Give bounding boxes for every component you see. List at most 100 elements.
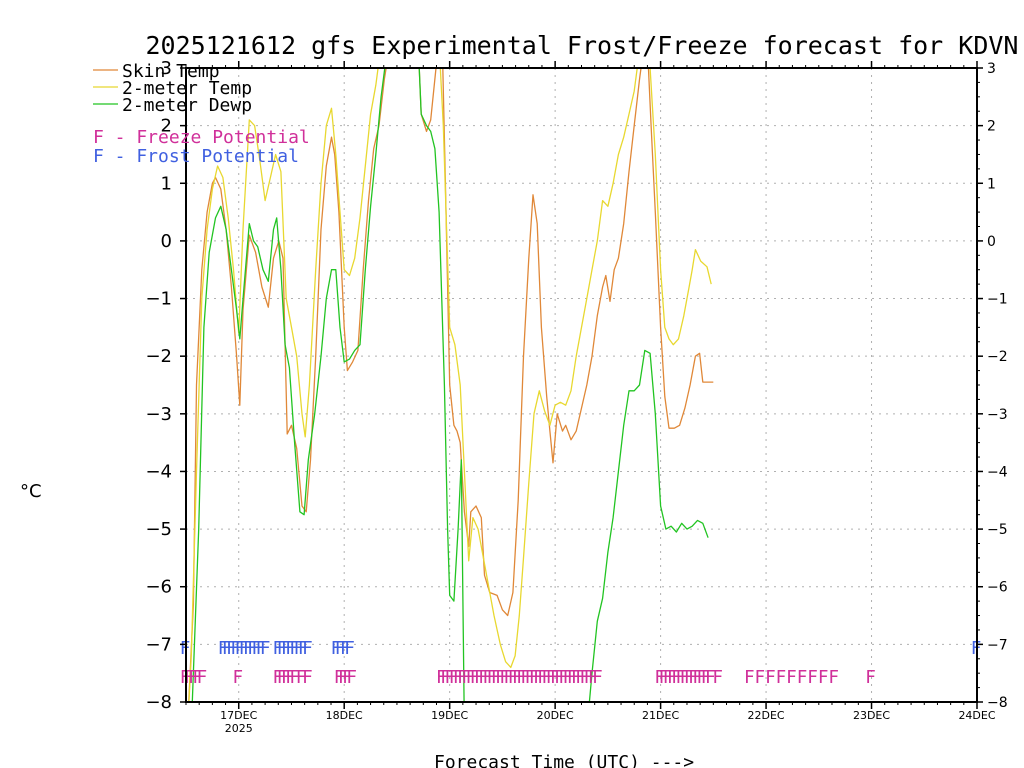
frost-marker: F [247, 638, 257, 659]
freeze-marker: F [184, 667, 194, 688]
freeze-marker: F [655, 667, 665, 688]
freeze-marker: F [592, 667, 602, 688]
freeze-marker: F [550, 667, 560, 688]
freeze-marker: F [508, 667, 518, 688]
freeze-marker: F [659, 667, 669, 688]
freeze-marker: F [563, 667, 573, 688]
freeze-marker: F [466, 667, 476, 688]
frost-marker: F [226, 638, 236, 659]
y-tick-label-right: −6 [987, 580, 1008, 596]
y-tick-label-right: −4 [987, 464, 1008, 480]
x-tick-sublabel: 2025 [225, 722, 253, 735]
x-tick-label: 18DEC [326, 709, 363, 722]
freeze-marker: F [797, 667, 807, 688]
freeze-marker: F [296, 667, 306, 688]
x-tick-label: 23DEC [853, 709, 890, 722]
freeze-marker: F [705, 667, 715, 688]
freeze-marker: F [491, 667, 501, 688]
freeze-marker: F [554, 667, 564, 688]
freeze-marker: F [808, 667, 818, 688]
frost-marker: F [235, 638, 245, 659]
freeze-marker: F [285, 667, 295, 688]
y-tick-label-left: −5 [145, 519, 172, 540]
freeze-marker: F [521, 667, 531, 688]
freeze-marker: F [866, 667, 876, 688]
freeze-marker: F [500, 667, 510, 688]
grid-lines [186, 68, 977, 702]
frost-marker: F [239, 638, 249, 659]
freeze-marker: F [580, 667, 590, 688]
y-tick-label-right: −1 [987, 292, 1008, 308]
freeze-marker: F [744, 667, 754, 688]
y-tick-label-right: 1 [987, 176, 996, 192]
y-tick-label-left: 1 [161, 173, 172, 194]
y-tick-label-left: 3 [161, 58, 172, 79]
frost-marker: F [340, 638, 350, 659]
freeze-marker: F [576, 667, 586, 688]
freeze-marker: F [584, 667, 594, 688]
legend-dewp-label: 2-meter Dewp [122, 95, 252, 116]
freeze-marker: F [474, 667, 484, 688]
x-tick-label: 24DEC [958, 709, 995, 722]
x-tick-label: 19DEC [431, 709, 468, 722]
frost-marker: F [256, 638, 266, 659]
frost-marker: F [331, 638, 341, 659]
freeze-marker: F [302, 667, 312, 688]
y-tick-label-left: −2 [145, 346, 172, 367]
frost-marker: F [222, 638, 232, 659]
frost-marker: F [285, 638, 295, 659]
freeze-marker: F [546, 667, 556, 688]
freeze-marker: F [529, 667, 539, 688]
y-tick-label-right: −5 [987, 522, 1008, 538]
legend-freeze-label: F - Freeze Potential [93, 127, 310, 148]
series-lines [188, 68, 714, 702]
freeze-marker: F [436, 667, 446, 688]
frost-marker: F [260, 638, 270, 659]
y-tick-label-left: 0 [161, 231, 172, 252]
freeze-marker: F [478, 667, 488, 688]
frost-marker: F [273, 638, 283, 659]
y-tick-label-right: 3 [987, 61, 996, 77]
freeze-marker: F [453, 667, 463, 688]
y-tick-label-left: −1 [145, 289, 172, 310]
freeze-marker: F [347, 667, 357, 688]
freeze-marker: F [462, 667, 472, 688]
freeze-marker: F [525, 667, 535, 688]
freeze-marker: F [701, 667, 711, 688]
freeze-marker: F [504, 667, 514, 688]
frost-marker: F [277, 638, 287, 659]
freeze-marker: F [829, 667, 839, 688]
y-tick-label-left: −8 [145, 692, 172, 713]
freeze-marker: F [495, 667, 505, 688]
freeze-marker: F [290, 667, 300, 688]
freeze-marker: F [512, 667, 522, 688]
legend-frost-label: F - Frost Potential [93, 146, 299, 167]
freeze-marker: F [713, 667, 723, 688]
x-tick-label: 17DEC [220, 709, 257, 722]
frost-marker: F [252, 638, 262, 659]
y-tick-label-right: −7 [987, 637, 1008, 653]
freeze-marker: F [516, 667, 526, 688]
freeze-marker: F [542, 667, 552, 688]
freeze-marker: F [487, 667, 497, 688]
y-tick-label-right: 0 [987, 234, 996, 250]
freeze-marker: F [818, 667, 828, 688]
frost-marker: F [231, 638, 241, 659]
freeze-marker: F [233, 667, 243, 688]
y-tick-label-left: 2 [161, 116, 172, 137]
frost-marker: F [294, 638, 304, 659]
legend: Skin Temp 2-meter Temp 2-meter Dewp F - … [93, 61, 310, 167]
freeze-marker: F [676, 667, 686, 688]
freeze-marker: F [693, 667, 703, 688]
frost-marker: F [302, 638, 312, 659]
freeze-marker: F [671, 667, 681, 688]
frost-marker: F [335, 638, 345, 659]
freeze-marker: F [441, 667, 451, 688]
frost-marker: F [298, 638, 308, 659]
chart-title: 2025121612 gfs Experimental Frost/Freeze… [146, 31, 1019, 60]
plot-frame [185, 67, 978, 703]
freeze-marker: F [571, 667, 581, 688]
freeze-marker: F [755, 667, 765, 688]
y-tick-label-right: −3 [987, 407, 1008, 423]
